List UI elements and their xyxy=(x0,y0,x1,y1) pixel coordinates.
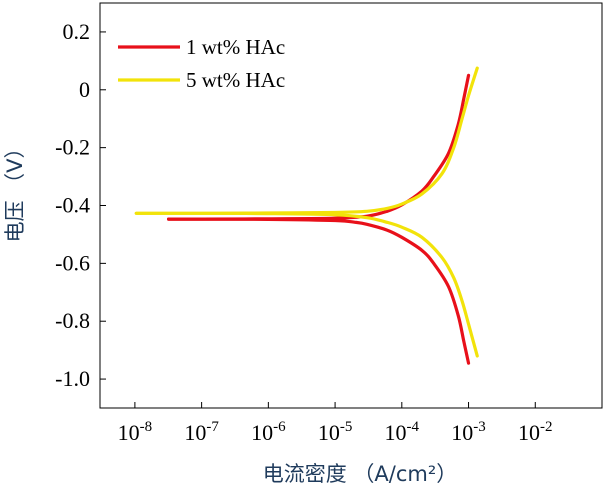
x-tick-label: 10-6 xyxy=(251,419,286,445)
series-1wt-hac-anodic-branch xyxy=(167,73,471,221)
legend: 1 wt% HAc 5 wt% HAc xyxy=(118,35,285,92)
y-tick-label: 0 xyxy=(79,77,90,102)
x-tick-label: 10-8 xyxy=(118,419,153,445)
series-1wt-hac-cathodic-branch xyxy=(167,217,471,365)
legend-label: 1 wt% HAc xyxy=(186,35,285,59)
y-tick-label: -0.8 xyxy=(55,308,90,333)
y-tick-label: 0.2 xyxy=(63,19,91,44)
y-tick-label: -0.6 xyxy=(55,250,90,275)
x-tick-label: 10-5 xyxy=(318,419,353,445)
x-tick-label: 10-3 xyxy=(451,419,486,445)
x-axis-title: 电流密度 （A/cm²） xyxy=(263,462,458,486)
y-axis: 0.2 0 -0.2 -0.4 -0.6 -0.8 -1.0 xyxy=(55,19,106,391)
x-tick-label: 10-7 xyxy=(184,419,219,445)
y-axis-title: 电压 （V） xyxy=(3,137,27,242)
y-tick-label: -0.4 xyxy=(55,193,90,218)
series-layer xyxy=(134,66,479,365)
x-tick-label: 10-2 xyxy=(518,419,553,445)
plot-frame xyxy=(99,2,603,409)
y-tick-label: -0.2 xyxy=(55,135,90,160)
legend-label: 5 wt% HAc xyxy=(186,68,285,92)
y-tick-label: -1.0 xyxy=(55,366,90,391)
x-axis: 10-8 10-7 10-6 10-5 10-4 10-3 10-2 xyxy=(118,402,553,445)
series-5wt-hac-cathodic-branch xyxy=(134,211,479,358)
x-tick-label: 10-4 xyxy=(385,419,420,445)
